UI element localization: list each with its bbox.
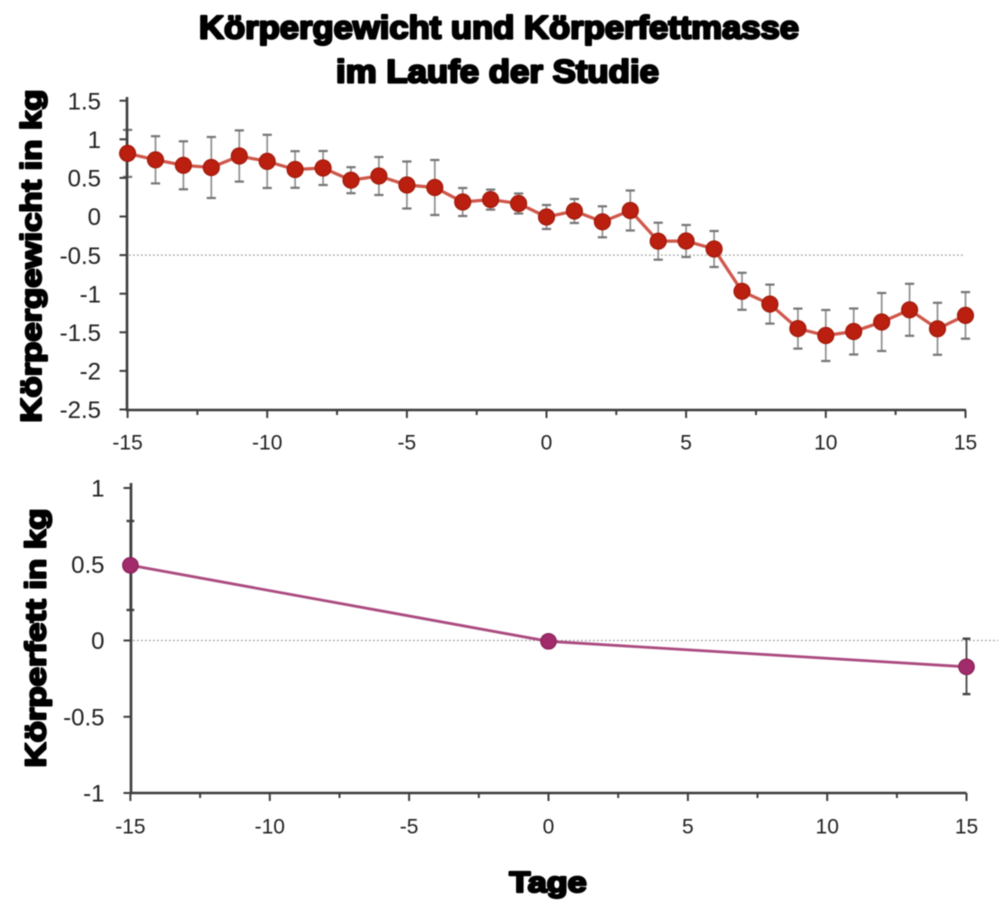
svg-text:-2: -2 (80, 359, 101, 386)
svg-text:1: 1 (91, 476, 104, 503)
svg-text:-1: -1 (80, 281, 101, 308)
svg-text:-1.5: -1.5 (60, 320, 101, 347)
svg-text:0.5: 0.5 (68, 166, 101, 193)
svg-text:1: 1 (88, 127, 101, 154)
svg-text:-0.5: -0.5 (63, 705, 104, 732)
svg-text:-10: -10 (252, 432, 282, 455)
svg-text:im Laufe der Studie: im Laufe der Studie (336, 55, 659, 90)
svg-text:0: 0 (543, 816, 555, 839)
svg-text:Körpergewicht in kg: Körpergewicht in kg (14, 90, 47, 423)
svg-text:15: 15 (955, 816, 978, 839)
svg-text:5: 5 (680, 432, 692, 455)
svg-text:-5: -5 (400, 816, 419, 839)
svg-text:-5: -5 (398, 432, 417, 455)
svg-text:0.5: 0.5 (71, 552, 104, 579)
svg-text:Tage: Tage (509, 865, 586, 898)
svg-text:0: 0 (88, 204, 101, 231)
svg-text:1.5: 1.5 (68, 88, 101, 115)
svg-text:10: 10 (814, 432, 837, 455)
svg-text:-2.5: -2.5 (60, 397, 101, 424)
svg-text:Körperfett in kg: Körperfett in kg (19, 509, 52, 768)
svg-text:5: 5 (682, 816, 694, 839)
svg-text:-15: -15 (112, 432, 142, 455)
svg-text:-1: -1 (83, 781, 104, 808)
svg-text:-10: -10 (255, 816, 285, 839)
svg-text:-15: -15 (115, 816, 145, 839)
svg-text:-0.5: -0.5 (60, 243, 101, 270)
svg-text:10: 10 (816, 816, 839, 839)
svg-text:0: 0 (91, 628, 104, 655)
svg-text:15: 15 (954, 432, 977, 455)
svg-text:Körpergewicht und Körperfettma: Körpergewicht und Körperfettmasse (199, 11, 799, 47)
svg-text:0: 0 (541, 432, 553, 455)
